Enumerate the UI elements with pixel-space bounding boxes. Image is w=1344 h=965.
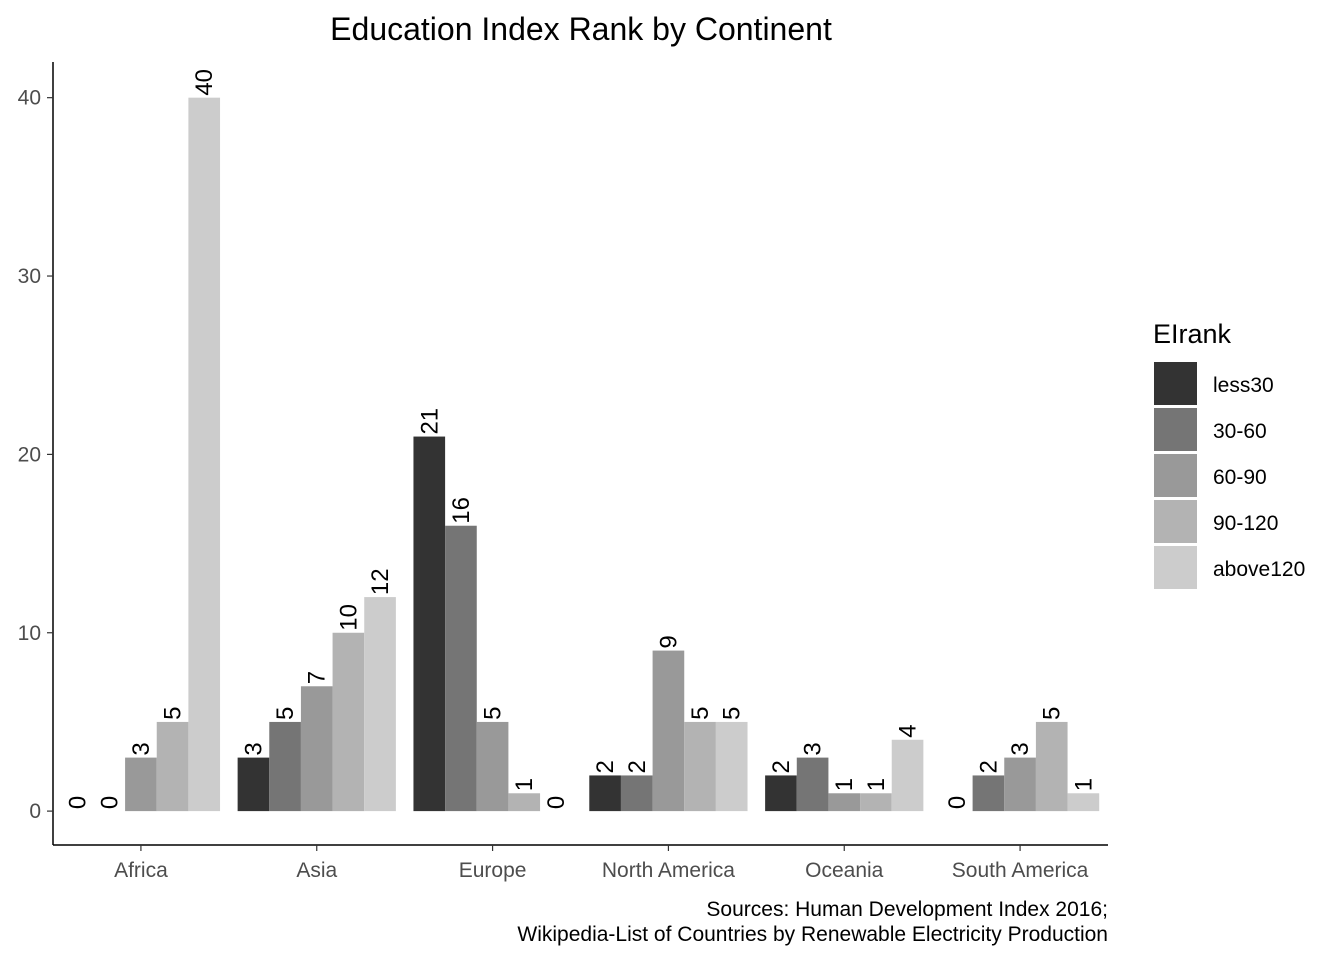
bar-value-label: 40 (191, 69, 218, 96)
legend-label: 30-60 (1213, 420, 1267, 443)
x-tick-label: Africa (114, 859, 168, 882)
bar (684, 721, 716, 812)
bar (1067, 793, 1100, 812)
bar-value-label: 10 (335, 604, 362, 631)
bar (620, 775, 653, 812)
bar (476, 721, 509, 812)
bar-value-label: 2 (624, 760, 651, 773)
bar (765, 775, 797, 812)
bar-value-label: 16 (448, 497, 475, 524)
bar (269, 721, 301, 812)
bar (1004, 757, 1036, 812)
y-tick-label: 40 (18, 87, 41, 110)
bar (508, 793, 541, 812)
legend-key (1154, 454, 1197, 497)
bar-value-label: 0 (96, 796, 123, 809)
bar (188, 97, 221, 812)
bar-value-label: 1 (863, 778, 890, 791)
bar-value-label: 1 (511, 778, 538, 791)
bar (300, 686, 333, 812)
legend-label: less30 (1213, 374, 1274, 397)
bar-value-label: 3 (240, 742, 267, 755)
bar (828, 793, 861, 812)
bar (589, 775, 621, 812)
bar-value-label: 12 (367, 568, 394, 595)
bar-value-label: 0 (65, 796, 92, 809)
bar-value-label: 21 (416, 408, 443, 435)
bar (796, 757, 829, 812)
x-tick-label: Asia (296, 859, 337, 882)
x-tick-label: North America (602, 859, 735, 882)
bar-value-label: 5 (160, 707, 187, 720)
bar-value-label: 1 (831, 778, 858, 791)
bar-value-label: 5 (687, 707, 714, 720)
legend-label: 60-90 (1213, 466, 1267, 489)
bar-value-label: 2 (768, 760, 795, 773)
bar (413, 436, 446, 812)
bar-value-label: 3 (800, 742, 827, 755)
y-tick-label: 20 (18, 443, 41, 466)
bar-value-label: 3 (128, 742, 155, 755)
bar (445, 525, 477, 812)
bar (891, 739, 924, 812)
bar (156, 721, 189, 812)
bar-value-label: 3 (1007, 742, 1034, 755)
legend-label: above120 (1213, 558, 1305, 581)
legend-key (1154, 362, 1197, 405)
legend-key (1154, 408, 1197, 451)
bars (125, 97, 1100, 812)
bar-value-label: 5 (272, 707, 299, 720)
bar-value-label: 5 (480, 707, 507, 720)
y-tick-label: 0 (29, 800, 41, 823)
x-tick-label: Oceania (805, 859, 884, 882)
bar-value-label: 4 (895, 724, 922, 737)
bar (860, 793, 892, 812)
y-tick-label: 10 (18, 622, 41, 645)
caption-line-2: Wikipedia-List of Countries by Renewable… (517, 923, 1108, 946)
bar-value-label: 2 (592, 760, 619, 773)
bar-value-label: 1 (1070, 778, 1097, 791)
bar (125, 757, 157, 812)
bar (652, 650, 685, 812)
legend-title: EIrank (1153, 319, 1232, 349)
bar-value-label: 0 (543, 796, 570, 809)
legend-key (1154, 546, 1197, 589)
y-axis-ticks: 0 10 20 30 40 (18, 87, 53, 823)
x-tick-label: South America (952, 859, 1089, 882)
axes (52, 62, 1108, 846)
legend-key (1154, 500, 1197, 543)
bar-value-label: 5 (719, 707, 746, 720)
y-tick-label: 30 (18, 265, 41, 288)
x-axis-ticks: Africa Asia Europe North America Oceania Sout… (114, 845, 1089, 882)
bar-value-label: 7 (304, 671, 331, 684)
legend: EIrank less30 30-60 60-90 90-120 above120 (1153, 319, 1305, 589)
bar (715, 721, 748, 812)
bar (1035, 721, 1068, 812)
legend-label: 90-120 (1213, 512, 1278, 535)
bar (364, 597, 396, 812)
bar (332, 632, 365, 812)
bar (972, 775, 1005, 812)
bar-value-label: 2 (975, 760, 1002, 773)
bar-value-label: 9 (655, 635, 682, 648)
bar (237, 757, 270, 812)
chart-title: Education Index Rank by Continent (330, 11, 832, 47)
bar-value-label: 0 (944, 796, 971, 809)
bar-value-label: 5 (1039, 707, 1066, 720)
caption-line-1: Sources: Human Development Index 2016; (706, 898, 1108, 921)
x-tick-label: Europe (459, 859, 527, 882)
